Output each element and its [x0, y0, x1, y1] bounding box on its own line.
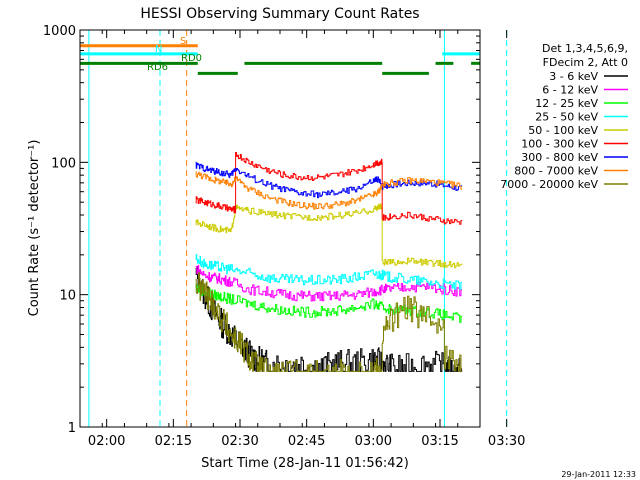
legend-header-line-1: Det 1,3,4,5,6,9, [542, 42, 628, 55]
y-tick-label-2: 100 [51, 156, 76, 171]
annotation-rd6: RD6 [147, 62, 168, 73]
legend-label-8: 7000 - 20000 keV [500, 178, 598, 191]
series-line-6 [195, 161, 463, 199]
series-line-3 [195, 254, 463, 290]
x-tick-label-6: 03:30 [488, 434, 525, 449]
x-tick-label-3: 02:45 [288, 434, 325, 449]
series-line-7 [195, 171, 463, 210]
y-axis-label: Count Rate (s⁻¹ detector⁻¹) [27, 140, 42, 317]
y-tick-label-3: 1000 [43, 24, 76, 39]
series-line-2 [195, 283, 463, 323]
x-tick-label-4: 03:00 [355, 434, 392, 449]
series-line-8 [195, 272, 463, 372]
legend-label-7: 800 - 7000 keV [514, 165, 598, 178]
legend-label-3: 25 - 50 keV [535, 111, 598, 124]
annotation-rd0: RD0 [181, 53, 202, 64]
y-tick-label-1: 10 [59, 289, 76, 304]
flag-bars [80, 44, 480, 75]
footer-date: 29-Jan-2011 12:33 [561, 470, 636, 479]
series-line-5 [195, 152, 463, 225]
legend-label-4: 50 - 100 keV [528, 124, 598, 137]
legend-label-1: 6 - 12 keV [542, 84, 598, 97]
legend-label-5: 100 - 300 keV [521, 138, 598, 151]
annotation-n: N [155, 44, 162, 55]
x-tick-label-5: 03:15 [421, 434, 458, 449]
annotation-s: S [180, 36, 186, 47]
legend-label-6: 300 - 800 keV [521, 151, 598, 164]
x-tick-label-2: 02:30 [221, 434, 258, 449]
x-tick-label-0: 02:00 [88, 434, 125, 449]
legend-header-line-2: FDecim 2, Att 0 [543, 56, 628, 69]
axis-ticks: 1 10 100 1000 02:00 02:15 02:30 02:45 03:00 03:15… [43, 24, 525, 449]
legend-label-2: 12 - 25 keV [535, 97, 598, 110]
series-line-1 [195, 265, 463, 302]
x-tick-label-1: 02:15 [155, 434, 192, 449]
chart-title: HESSI Observing Summary Count Rates [140, 6, 419, 22]
data-series [195, 152, 463, 372]
series-line-4 [195, 203, 463, 269]
y-tick-label-0: 1 [68, 421, 76, 436]
x-axis-label: Start Time (28-Jan-11 01:56:42) [201, 456, 409, 471]
legend-label-0: 3 - 6 keV [549, 70, 598, 83]
